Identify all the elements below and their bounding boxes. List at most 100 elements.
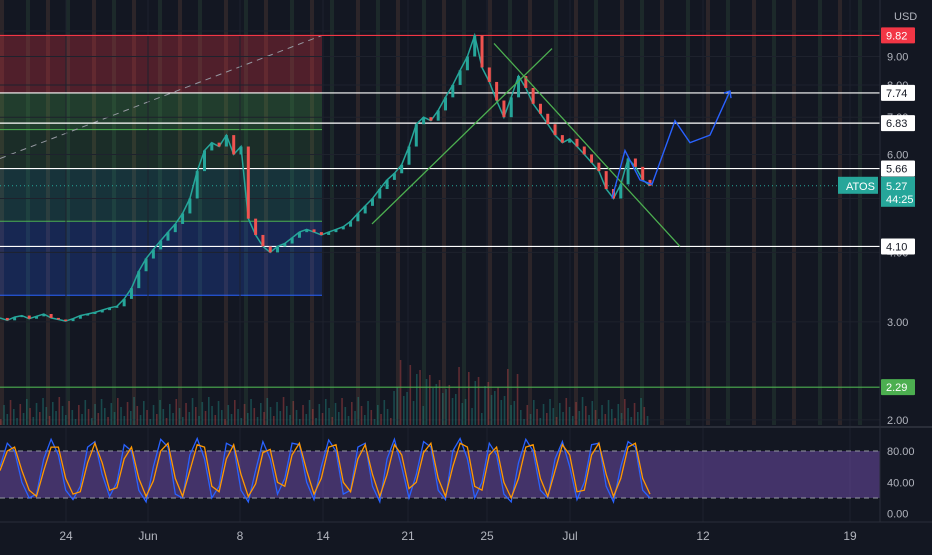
volume-bar bbox=[513, 401, 516, 425]
price-candle bbox=[341, 226, 345, 230]
session-band bbox=[264, 0, 268, 425]
volume-bar bbox=[32, 417, 35, 425]
currency-label[interactable]: USD bbox=[894, 11, 917, 23]
price-candle bbox=[641, 166, 645, 180]
volume-bar bbox=[331, 417, 334, 425]
price-candle bbox=[188, 198, 192, 214]
session-band bbox=[132, 0, 136, 425]
volume-bar bbox=[611, 409, 613, 425]
volume-bar bbox=[325, 399, 327, 425]
price-candle bbox=[480, 35, 484, 68]
volume-bar bbox=[208, 397, 210, 425]
price-candle bbox=[604, 171, 608, 190]
price-candle bbox=[465, 56, 469, 71]
uptrend-line bbox=[371, 48, 553, 225]
volume-bar bbox=[321, 413, 324, 425]
volume-bar bbox=[315, 418, 317, 425]
price-candle bbox=[633, 158, 637, 167]
volume-bar bbox=[412, 401, 415, 425]
x-tick-label: Jun bbox=[138, 529, 157, 543]
stoch-line bbox=[0, 441, 651, 500]
last-price-label: 5.27 bbox=[886, 181, 907, 193]
stoch-axis[interactable]: 80.00 40.00 0.00 bbox=[887, 446, 915, 521]
price-candle bbox=[312, 229, 316, 233]
volume-bar bbox=[78, 405, 80, 425]
stoch-band bbox=[0, 451, 880, 498]
volume-bar bbox=[445, 389, 447, 425]
volume-bar bbox=[523, 419, 525, 425]
volume-bar bbox=[182, 417, 184, 425]
price-candle bbox=[414, 124, 418, 147]
volume-bar bbox=[126, 402, 129, 425]
price-candle bbox=[568, 138, 572, 143]
volume-bar bbox=[627, 408, 629, 425]
volume-bar bbox=[286, 406, 288, 425]
level-badge bbox=[881, 379, 915, 396]
time-axis[interactable]: 24 Jun 8 14 21 25 Jul 12 19 bbox=[59, 529, 857, 543]
price-candle bbox=[451, 84, 455, 98]
price-candle bbox=[210, 142, 214, 151]
volume-bar bbox=[234, 400, 236, 425]
volume-bar bbox=[448, 385, 451, 425]
level-badge-label: 4.10 bbox=[886, 241, 907, 253]
price-candle bbox=[473, 35, 477, 57]
volume-bar bbox=[507, 369, 509, 425]
price-candle bbox=[217, 142, 221, 147]
fib-zone bbox=[0, 168, 322, 222]
price-candle bbox=[115, 306, 119, 308]
price-candle bbox=[276, 246, 280, 253]
price-candle bbox=[144, 258, 148, 272]
price-candle bbox=[582, 146, 586, 155]
fib-zone bbox=[0, 92, 322, 130]
price-candle bbox=[268, 246, 272, 253]
session-band bbox=[508, 0, 512, 425]
level-badge bbox=[881, 27, 915, 44]
volume-bar bbox=[159, 400, 161, 425]
volume-bar bbox=[156, 414, 158, 425]
volume-bar bbox=[269, 407, 272, 425]
volume-bar bbox=[68, 401, 70, 425]
volume-bar bbox=[139, 415, 142, 425]
volume-bar bbox=[256, 417, 259, 425]
volume-bar bbox=[646, 416, 649, 425]
price-candle bbox=[64, 319, 68, 322]
stoch-tick-label: 40.00 bbox=[887, 477, 915, 489]
volume-bar bbox=[364, 415, 366, 425]
price-candle bbox=[151, 249, 155, 259]
volume-bar bbox=[130, 411, 132, 425]
volume-bar bbox=[123, 416, 126, 425]
session-band bbox=[422, 0, 426, 425]
fib-zone bbox=[0, 129, 322, 169]
volume-bar bbox=[643, 407, 646, 425]
volume-bar bbox=[425, 379, 428, 425]
volume-bar bbox=[188, 412, 191, 425]
volume-bar bbox=[6, 414, 9, 425]
y-tick-label: 2.00 bbox=[887, 415, 908, 427]
volume-bar bbox=[399, 360, 402, 425]
volume-bar bbox=[19, 404, 22, 425]
volume-bar bbox=[419, 370, 421, 425]
session-band bbox=[178, 0, 182, 425]
volume-bar bbox=[110, 403, 113, 425]
price-candle bbox=[407, 146, 411, 165]
volume-bar bbox=[591, 401, 594, 425]
session-band bbox=[772, 0, 776, 425]
volume-bar bbox=[221, 410, 223, 425]
price-candle bbox=[590, 154, 594, 163]
session-band bbox=[620, 0, 624, 425]
volume-bar bbox=[81, 414, 83, 425]
price-candle bbox=[42, 313, 46, 317]
volume-bar bbox=[172, 413, 174, 425]
volume-bar bbox=[539, 418, 542, 425]
symbol-badge-label: ATOS bbox=[846, 181, 875, 193]
price-candle bbox=[553, 124, 557, 136]
volume-bar bbox=[435, 384, 438, 425]
volume-bar bbox=[432, 388, 434, 425]
volume-bar bbox=[585, 406, 587, 425]
x-tick-label: 12 bbox=[696, 529, 710, 543]
volume-bar bbox=[578, 411, 581, 425]
volume-bar bbox=[299, 419, 301, 425]
downtrend-line bbox=[493, 42, 681, 247]
